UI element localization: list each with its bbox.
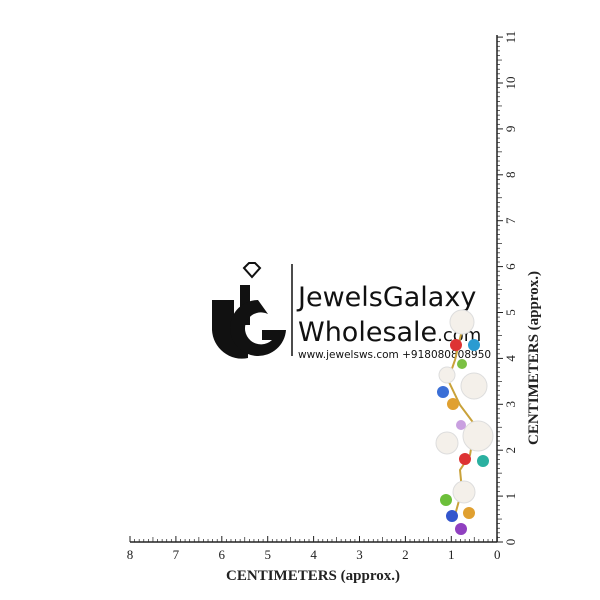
ruler-number: 3: [356, 547, 363, 562]
ruler-number: 6: [503, 263, 518, 270]
horizontal-ruler-title: CENTIMETERS (approx.): [226, 568, 400, 584]
ruler-number: 1: [448, 547, 455, 562]
logo-contact: www.jewelsws.com +918080808950: [298, 349, 491, 361]
ruler-number: 5: [264, 547, 271, 562]
logo-line2: Wholesale.com: [298, 317, 481, 348]
ruler-number: 6: [219, 547, 226, 562]
ruler-number: 4: [310, 547, 317, 562]
ruler-number: 0: [494, 547, 501, 562]
ruler-number: 0: [503, 539, 518, 546]
ruler-number: 8: [127, 547, 134, 562]
ruler-number: 7: [173, 547, 180, 562]
ruler-number: 9: [503, 126, 518, 133]
ruler-number: 10: [503, 77, 518, 90]
ruler-number: 4: [503, 355, 518, 362]
earring: [435, 309, 494, 535]
ruler-number: 2: [503, 447, 518, 454]
ruler-number: 1: [503, 493, 518, 500]
logo-line1: JewelsGalaxy: [296, 282, 476, 313]
ruler-number: 11: [503, 31, 518, 44]
ruler-number: 3: [503, 401, 518, 408]
vertical-ruler-title: CENTIMETERS (approx.): [526, 271, 542, 445]
ruler-number: 2: [402, 547, 409, 562]
ruler-number: 5: [503, 309, 518, 316]
ruler-number: 7: [503, 217, 518, 224]
ruler-number: 8: [503, 172, 518, 179]
logo-line2-main: Wholesale: [298, 317, 437, 348]
logo-icon: [212, 262, 286, 359]
